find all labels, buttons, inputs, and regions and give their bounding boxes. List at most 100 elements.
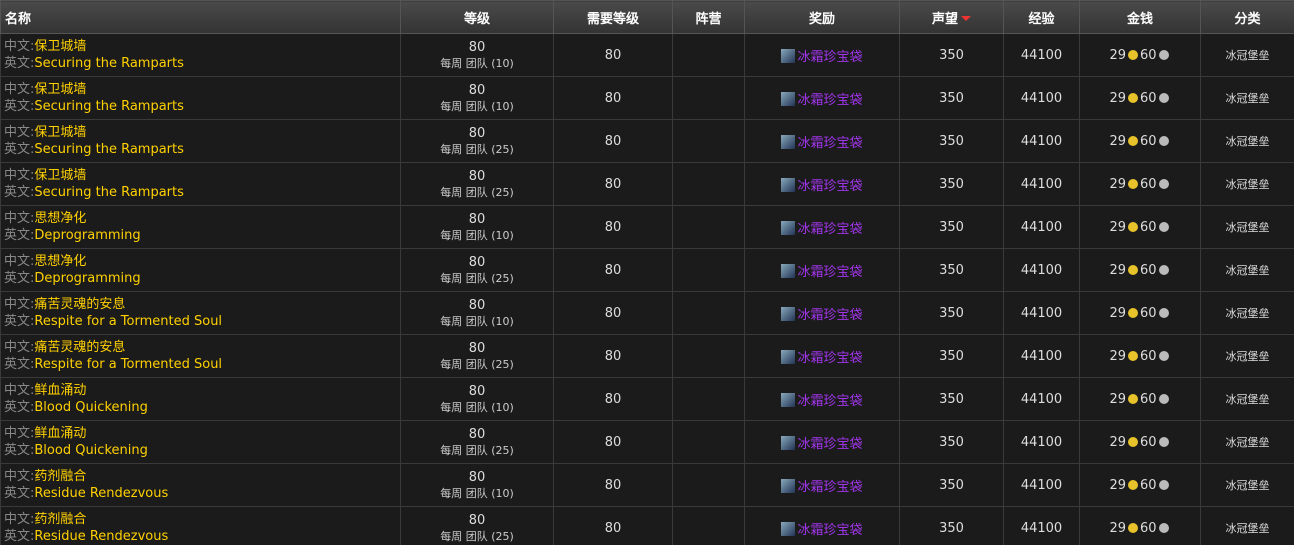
- quest-row: 中文:痛苦灵魂的安息 英文:Respite for a Tormented Sou…: [0, 334, 1294, 378]
- experience: 44100: [1003, 76, 1080, 120]
- reward-link[interactable]: 冰霜珍宝袋: [797, 264, 863, 280]
- level: 80: [468, 512, 486, 528]
- cn-name[interactable]: 药剂融合: [34, 469, 87, 484]
- category[interactable]: 冰冠堡垒: [1200, 76, 1294, 120]
- en-name[interactable]: Residue Rendezvous: [34, 529, 169, 544]
- mode: 每周 团队 (10): [440, 314, 514, 328]
- gold-amount: 29: [1109, 477, 1126, 493]
- en-name[interactable]: Residue Rendezvous: [34, 486, 169, 501]
- level: 80: [468, 254, 486, 270]
- quest-row: 中文:药剂融合 英文:Residue Rendezvous 80 每周 团队 (10)…: [0, 463, 1294, 507]
- cn-name[interactable]: 思想净化: [34, 211, 87, 226]
- cn-name[interactable]: 保卫城墙: [34, 82, 87, 97]
- column-header[interactable]: 需要等级: [553, 0, 673, 34]
- reward-link[interactable]: 冰霜珍宝袋: [797, 479, 863, 495]
- category[interactable]: 冰冠堡垒: [1200, 162, 1294, 206]
- silver-amount: 60: [1140, 434, 1157, 450]
- cn-label: 中文:: [4, 125, 35, 140]
- category[interactable]: 冰冠堡垒: [1200, 291, 1294, 335]
- reward-link[interactable]: 冰霜珍宝袋: [797, 522, 863, 538]
- name-cell: 中文:保卫城墙 英文:Securing the Ramparts: [0, 33, 401, 77]
- req-level: 80: [553, 162, 673, 206]
- column-header-text: 分类: [1234, 11, 1261, 27]
- reward-icon: [781, 435, 796, 450]
- en-name[interactable]: Securing the Ramparts: [34, 142, 184, 157]
- req-level: 80: [553, 506, 673, 545]
- en-name[interactable]: Deprogramming: [34, 271, 141, 286]
- cn-name[interactable]: 药剂融合: [34, 512, 87, 527]
- column-header-text: 等级: [463, 11, 490, 27]
- reputation: 350: [899, 76, 1004, 120]
- category[interactable]: 冰冠堡垒: [1200, 377, 1294, 421]
- cn-name[interactable]: 鲜血涌动: [34, 426, 87, 441]
- reward-link[interactable]: 冰霜珍宝袋: [797, 49, 863, 65]
- reward-link[interactable]: 冰霜珍宝袋: [797, 393, 863, 409]
- level: 80: [468, 39, 486, 55]
- column-header-text: 奖励: [808, 11, 835, 27]
- cn-name[interactable]: 思想净化: [34, 254, 87, 269]
- reward-link[interactable]: 冰霜珍宝袋: [797, 307, 863, 323]
- en-label: 英文:: [4, 529, 35, 544]
- en-name[interactable]: Deprogramming: [34, 228, 141, 243]
- cn-name[interactable]: 痛苦灵魂的安息: [34, 340, 126, 355]
- column-header[interactable]: 名称: [0, 0, 401, 34]
- column-header[interactable]: 经验: [1003, 0, 1080, 34]
- reward-cell: 冰霜珍宝袋: [744, 76, 900, 120]
- level-cell: 80 每周 团队 (25): [400, 420, 554, 464]
- category[interactable]: 冰冠堡垒: [1200, 506, 1294, 545]
- column-header[interactable]: 等级: [400, 0, 554, 34]
- name-cell: 中文:保卫城墙 英文:Securing the Ramparts: [0, 76, 401, 120]
- column-header[interactable]: 阵营: [672, 0, 745, 34]
- level: 80: [468, 82, 486, 98]
- en-label: 英文:: [4, 314, 35, 329]
- reward-link[interactable]: 冰霜珍宝袋: [797, 436, 863, 452]
- silver-amount: 60: [1140, 520, 1157, 536]
- category[interactable]: 冰冠堡垒: [1200, 463, 1294, 507]
- en-name[interactable]: Respite for a Tormented Soul: [34, 357, 223, 372]
- gold-amount: 29: [1109, 262, 1126, 278]
- faction-cell: [672, 291, 745, 335]
- level-cell: 80 每周 团队 (10): [400, 377, 554, 421]
- cn-name[interactable]: 保卫城墙: [34, 168, 87, 183]
- cn-name[interactable]: 保卫城墙: [34, 39, 87, 54]
- cn-name[interactable]: 鲜血涌动: [34, 383, 87, 398]
- experience: 44100: [1003, 162, 1080, 206]
- gold-coin: [1128, 436, 1138, 447]
- level-cell: 80 每周 团队 (25): [400, 248, 554, 292]
- en-name[interactable]: Blood Quickening: [34, 443, 148, 458]
- cn-name[interactable]: 痛苦灵魂的安息: [34, 297, 126, 312]
- reward-link[interactable]: 冰霜珍宝袋: [797, 221, 863, 237]
- mode: 每周 团队 (10): [440, 99, 514, 113]
- cn-label: 中文:: [4, 297, 35, 312]
- reward-link[interactable]: 冰霜珍宝袋: [797, 178, 863, 194]
- column-header[interactable]: 分类: [1200, 0, 1294, 34]
- cn-label: 中文:: [4, 426, 35, 441]
- en-label: 英文:: [4, 228, 35, 243]
- category[interactable]: 冰冠堡垒: [1200, 248, 1294, 292]
- name-cell: 中文:鲜血涌动 英文:Blood Quickening: [0, 420, 401, 464]
- name-cell: 中文:药剂融合 英文:Residue Rendezvous: [0, 463, 401, 507]
- reward-link[interactable]: 冰霜珍宝袋: [797, 135, 863, 151]
- cn-name[interactable]: 保卫城墙: [34, 125, 87, 140]
- category[interactable]: 冰冠堡垒: [1200, 33, 1294, 77]
- reward-link[interactable]: 冰霜珍宝袋: [797, 350, 863, 366]
- en-name[interactable]: Securing the Ramparts: [34, 56, 184, 71]
- experience: 44100: [1003, 420, 1080, 464]
- category[interactable]: 冰冠堡垒: [1200, 119, 1294, 163]
- en-name[interactable]: Respite for a Tormented Soul: [34, 314, 223, 329]
- column-header[interactable]: 声望: [899, 0, 1004, 34]
- gold-amount: 29: [1109, 434, 1126, 450]
- category[interactable]: 冰冠堡垒: [1200, 205, 1294, 249]
- column-header[interactable]: 金钱: [1079, 0, 1201, 34]
- category[interactable]: 冰冠堡垒: [1200, 420, 1294, 464]
- en-name[interactable]: Securing the Ramparts: [34, 99, 184, 114]
- column-header[interactable]: 奖励: [744, 0, 900, 34]
- mode: 每周 团队 (25): [440, 529, 514, 543]
- en-name[interactable]: Blood Quickening: [34, 400, 148, 415]
- reward-icon: [781, 306, 796, 321]
- en-name[interactable]: Securing the Ramparts: [34, 185, 184, 200]
- reward-link[interactable]: 冰霜珍宝袋: [797, 92, 863, 108]
- category[interactable]: 冰冠堡垒: [1200, 334, 1294, 378]
- silver-coin: [1158, 479, 1169, 490]
- reward-cell: 冰霜珍宝袋: [744, 248, 900, 292]
